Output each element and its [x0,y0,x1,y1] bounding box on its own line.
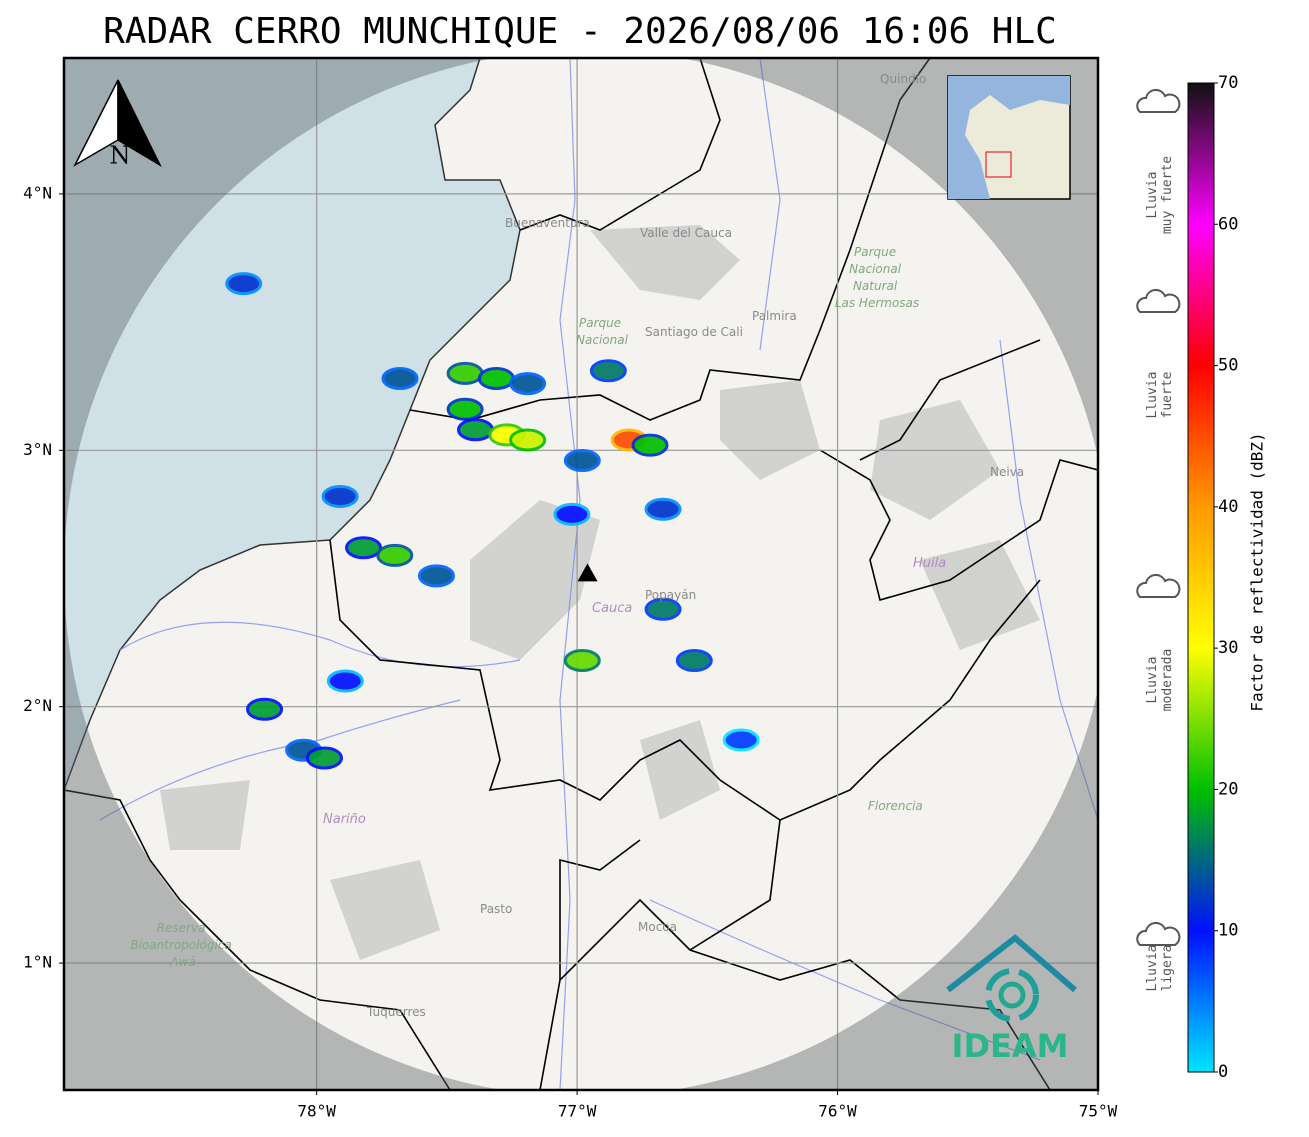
echo [381,366,419,390]
place-label: Valle del Cauca [640,226,732,240]
legend-item: Lluviafuerte [1136,288,1181,418]
legend-label: Lluviafuerte [1145,371,1175,418]
colorbar-tick-label: 70 [1218,73,1238,93]
place-label: Buenaventura [505,216,590,230]
echo [563,649,601,673]
echo [246,697,284,721]
echo [553,502,591,526]
echo [509,428,547,452]
legend-item: Lluviamuy fuerte [1136,88,1181,234]
place-label: Pasto [480,902,512,916]
place-label: Mocoa [638,920,677,934]
compass: N [73,79,162,170]
place-label: Quindío [880,72,926,86]
echo [563,449,601,473]
echo [446,397,484,421]
echo [321,484,359,508]
inset-map [947,75,1071,200]
axes: 78°W 77°W 76°W 75°W 1°N 2°N 3°N 4°N [23,183,1118,1120]
legend-item: Lluviamoderada [1136,573,1181,712]
legend: Lluviamuy fuerteLluviafuerteLluviamodera… [1136,88,1181,992]
colorbar-tick-label: 10 [1218,921,1238,941]
echo [376,543,414,567]
colorbar [1187,82,1215,1073]
echo [477,366,515,390]
legend-label: Lluvialigera [1145,945,1175,992]
map-frame [62,56,1100,1092]
legend-line: Lluvia [1145,945,1160,992]
echo [225,272,263,296]
place-label: Huila [913,556,946,571]
echo [305,746,343,770]
park-label: Parque Nacional [576,316,629,347]
legend-line: Lluvia [1145,372,1160,419]
place-label: Neiva [990,465,1024,479]
legend-line: Lluvia [1145,172,1160,219]
legend-item: Lluvialigera [1136,921,1181,992]
terrain [160,225,1040,960]
park-label: Parque Nacional Natural Las Hermosas [835,245,919,310]
x-tick-label: 78°W [297,1102,336,1121]
place-label: Santiago de Cali [645,325,743,339]
cloud-icon [1136,573,1181,598]
echo [589,359,627,383]
colorbar-ticks: 0 10 20 30 40 50 60 70 [1214,73,1238,1082]
cloud-icon [1136,88,1181,113]
colorbar-tick-label: 0 [1218,1062,1228,1082]
colorbar-label: Factor de reflectividad (dBZ) [1248,432,1267,711]
place-label: Popayán [645,588,696,602]
echo [417,564,455,588]
y-tick-label: 3°N [23,440,52,459]
echo [675,649,713,673]
legend-label: Lluviamuy fuerte [1145,156,1175,234]
colorbar-tick-label: 60 [1218,214,1238,234]
colorbar-tick-label: 30 [1218,638,1238,658]
grid [64,58,1098,1090]
echo [722,728,760,752]
place-label: Nariño [323,812,366,827]
y-tick-label: 2°N [23,696,52,715]
echo [457,418,495,442]
echo [509,372,547,396]
legend-line: fuerte [1160,371,1175,418]
place-label: Cauca [592,601,632,616]
echo [345,536,383,560]
echo [644,597,682,621]
y-tick-label: 1°N [23,953,52,972]
colorbar-tick-label: 40 [1218,497,1238,517]
legend-line: ligera [1160,945,1175,992]
map: Buenaventura Valle del Cauca Santiago de… [64,58,1098,1090]
x-tick-label: 77°W [558,1102,597,1121]
colorbar-tick-label: 20 [1218,779,1238,799]
y-tick-label: 4°N [23,183,52,202]
legend-label: Lluviamoderada [1145,649,1175,712]
ocean [64,58,520,790]
logo: IDEAM [946,934,1077,1065]
place-label: Palmira [752,309,797,323]
echo [446,361,484,385]
radar-site [577,563,598,582]
echoes [225,272,760,770]
compass-label: N [110,142,131,170]
echo [631,433,669,457]
cloud-icon [1136,288,1181,313]
x-tick-label: 75°W [1079,1102,1118,1121]
legend-line: moderada [1160,649,1175,712]
place-label: Tuquerres [366,1005,426,1019]
cloud-icon [1136,921,1181,946]
legend-line: Lluvia [1145,657,1160,704]
title: RADAR CERRO MUNCHIQUE - 2026/08/06 16:06… [103,11,1057,52]
department-borders [64,58,1098,1090]
colorbar-tick-label: 50 [1218,356,1238,376]
logo-text: IDEAM [952,1027,1069,1065]
legend-line: muy fuerte [1160,156,1175,234]
echo [644,497,682,521]
park-label: Reserva Bioantropológica Awá [130,921,235,969]
place-label: Florencia [868,799,923,813]
echo [326,669,364,693]
x-tick-label: 76°W [818,1102,857,1121]
